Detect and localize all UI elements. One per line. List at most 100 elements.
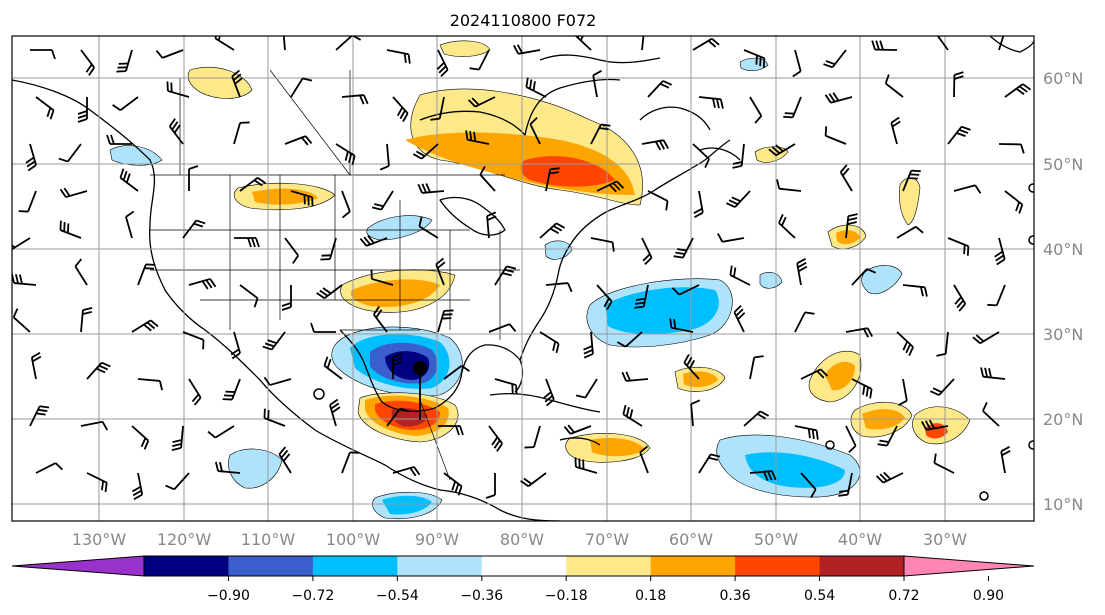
positive-region-east-1-core [825, 361, 855, 391]
wind-barb [359, 235, 388, 247]
negative-region-pacific-core [382, 495, 432, 515]
wind-barb [693, 190, 704, 218]
wind-barb [131, 472, 144, 501]
wind-barb [320, 237, 337, 261]
wind-barb [182, 219, 206, 239]
wind-barb [282, 36, 287, 51]
colorbar-extend-low [12, 556, 144, 576]
wind-barb [438, 425, 464, 436]
wind-barb [877, 425, 898, 447]
wind-barb [845, 213, 858, 239]
wind-barb [529, 116, 541, 145]
colorbar-bin [228, 556, 314, 576]
lon-label: 110°W [241, 530, 296, 549]
wind-barb [119, 168, 139, 192]
colorbar-bin [735, 556, 821, 576]
negative-region-atlantic-small [861, 265, 903, 294]
wind-barb [310, 322, 336, 333]
lat-label: 20°N [1043, 410, 1083, 429]
lat-label: 60°N [1043, 69, 1083, 88]
negative-region-caribbean-core [745, 452, 845, 488]
wind-barb [188, 278, 217, 290]
colorbar-tick-label: 0.36 [720, 588, 751, 604]
wind-barb [370, 269, 394, 286]
wind-barb [980, 367, 1006, 380]
wind-barb [749, 470, 777, 481]
wind-barb [335, 143, 356, 166]
wind-barb [86, 472, 108, 493]
wind-barb [188, 165, 199, 191]
lon-label: 30°W [923, 530, 967, 549]
wind-barb [430, 96, 445, 121]
gridlines [12, 36, 1034, 521]
wind-barb [290, 190, 314, 207]
colorbar-bin [144, 556, 229, 576]
wind-barb [768, 143, 796, 157]
lon-label: 60°W [669, 530, 713, 549]
wind-barb [329, 398, 341, 427]
wind-barb [443, 472, 463, 496]
wind-barb [284, 135, 313, 146]
negative-region-bc [109, 145, 163, 166]
wind-barb [683, 353, 700, 380]
lon-label: 50°W [754, 530, 798, 549]
colorbar-tick-label: −0.18 [545, 588, 588, 604]
wind-barb [525, 77, 547, 98]
wind-barb [18, 190, 37, 213]
wind-barb [488, 323, 517, 333]
wind-barb [776, 179, 802, 192]
wind-barb [647, 80, 673, 98]
wind-barb [543, 378, 555, 407]
wind-barb [467, 96, 496, 108]
lon-label: 40°W [838, 530, 882, 549]
wind-barb [77, 97, 88, 123]
wind-barb [929, 378, 955, 396]
wind-barb [341, 451, 360, 474]
wind-barb [994, 237, 1006, 266]
wind-barb [188, 378, 202, 406]
wind-barb [947, 125, 971, 145]
wind-barb [386, 49, 411, 64]
calm-marker [1028, 235, 1034, 245]
wind-barb [574, 457, 598, 474]
wind-barb [673, 237, 694, 259]
wind-barb [80, 307, 93, 333]
wind-barb [669, 318, 694, 333]
wind-barb [341, 190, 351, 219]
wind-barb [987, 284, 1006, 307]
wind-barb [998, 36, 1005, 51]
wind-barb [35, 96, 55, 120]
wind-barb [182, 331, 205, 350]
wind-barb [494, 378, 518, 395]
wind-barb [690, 399, 701, 427]
colorbar-tick-label: 0.90 [973, 588, 1004, 604]
wind-barb [166, 81, 190, 98]
wind-barb [486, 211, 497, 239]
wind-barb [1004, 83, 1032, 98]
colorbar-bins [12, 556, 1034, 576]
wind-barb [641, 139, 669, 151]
calm-marker [979, 491, 989, 501]
colorbar: −0.90 −0.72 −0.54 −0.36 −0.18 0.18 0.36 0.54 0.7… [11, 555, 1035, 604]
wind-barb [998, 143, 1025, 154]
coastlines [12, 36, 1034, 521]
wind-barb [58, 143, 82, 163]
wind-barb [596, 180, 625, 193]
wind-barb [851, 378, 873, 399]
wind-barb [371, 190, 394, 211]
colorbar-tick-label: −0.90 [207, 588, 250, 604]
wind-barb [898, 378, 908, 406]
wind-barb [717, 233, 745, 243]
wind-barb [443, 365, 470, 380]
negative-region-coast [544, 240, 573, 260]
wind-barb [800, 472, 817, 499]
wind-barb [234, 237, 260, 248]
wind-barb [641, 36, 645, 51]
colorbar-extend-high [904, 556, 1034, 576]
wind-barb [743, 49, 766, 68]
wind-barb [284, 237, 299, 264]
wind-barb [131, 319, 159, 333]
wind-barb [239, 177, 266, 192]
wind-barb [392, 96, 409, 123]
